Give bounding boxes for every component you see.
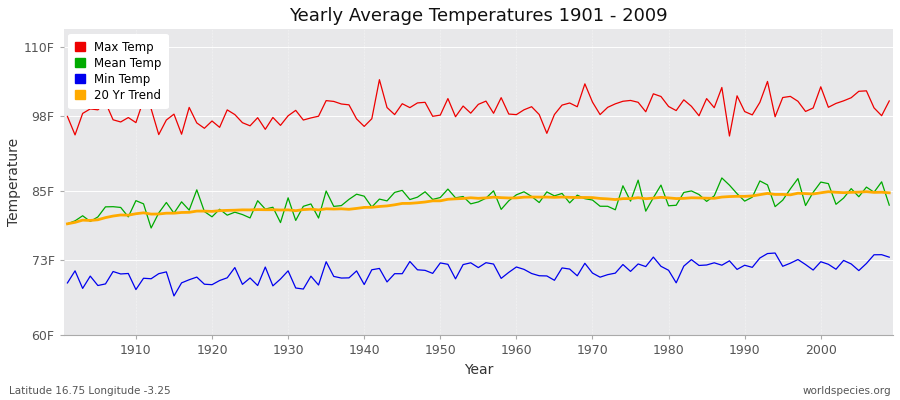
Mean Temp	[884, 203, 895, 208]
Min Temp	[298, 287, 309, 292]
Mean Temp	[716, 176, 727, 180]
Max Temp	[62, 114, 73, 119]
Mean Temp	[511, 192, 522, 197]
Max Temp	[884, 98, 895, 103]
Max Temp	[724, 134, 735, 138]
20 Yr Trend	[336, 206, 346, 211]
Legend: Max Temp, Mean Temp, Min Temp, 20 Yr Trend: Max Temp, Mean Temp, Min Temp, 20 Yr Tre…	[68, 34, 169, 109]
Min Temp	[770, 251, 780, 256]
Text: worldspecies.org: worldspecies.org	[803, 386, 891, 396]
20 Yr Trend	[602, 196, 613, 201]
Min Temp	[511, 264, 522, 269]
Line: Max Temp: Max Temp	[68, 80, 889, 136]
Min Temp	[123, 271, 134, 276]
Mean Temp	[610, 207, 621, 212]
X-axis label: Year: Year	[464, 363, 493, 377]
Max Temp	[511, 112, 522, 117]
Min Temp	[610, 271, 621, 276]
Min Temp	[62, 280, 73, 285]
Max Temp	[123, 115, 134, 120]
Mean Temp	[62, 222, 73, 226]
Mean Temp	[298, 204, 309, 209]
Line: 20 Yr Trend: 20 Yr Trend	[68, 192, 889, 224]
Max Temp	[291, 108, 302, 113]
20 Yr Trend	[884, 190, 895, 195]
Mean Temp	[146, 226, 157, 230]
Min Temp	[518, 267, 529, 272]
20 Yr Trend	[511, 196, 522, 200]
Mean Temp	[344, 197, 355, 202]
Max Temp	[610, 102, 621, 106]
Min Temp	[168, 294, 179, 298]
Min Temp	[884, 255, 895, 260]
Text: Latitude 16.75 Longitude -3.25: Latitude 16.75 Longitude -3.25	[9, 386, 171, 396]
20 Yr Trend	[123, 213, 134, 218]
Min Temp	[344, 276, 355, 280]
Max Temp	[336, 102, 346, 106]
20 Yr Trend	[291, 208, 302, 213]
Mean Temp	[123, 214, 134, 219]
Max Temp	[518, 107, 529, 112]
20 Yr Trend	[62, 222, 73, 226]
20 Yr Trend	[503, 196, 514, 200]
Y-axis label: Temperature: Temperature	[7, 138, 21, 226]
Mean Temp	[518, 190, 529, 194]
Line: Mean Temp: Mean Temp	[68, 178, 889, 228]
Line: Min Temp: Min Temp	[68, 253, 889, 296]
20 Yr Trend	[861, 189, 872, 194]
Title: Yearly Average Temperatures 1901 - 2009: Yearly Average Temperatures 1901 - 2009	[289, 7, 668, 25]
Max Temp	[374, 77, 385, 82]
